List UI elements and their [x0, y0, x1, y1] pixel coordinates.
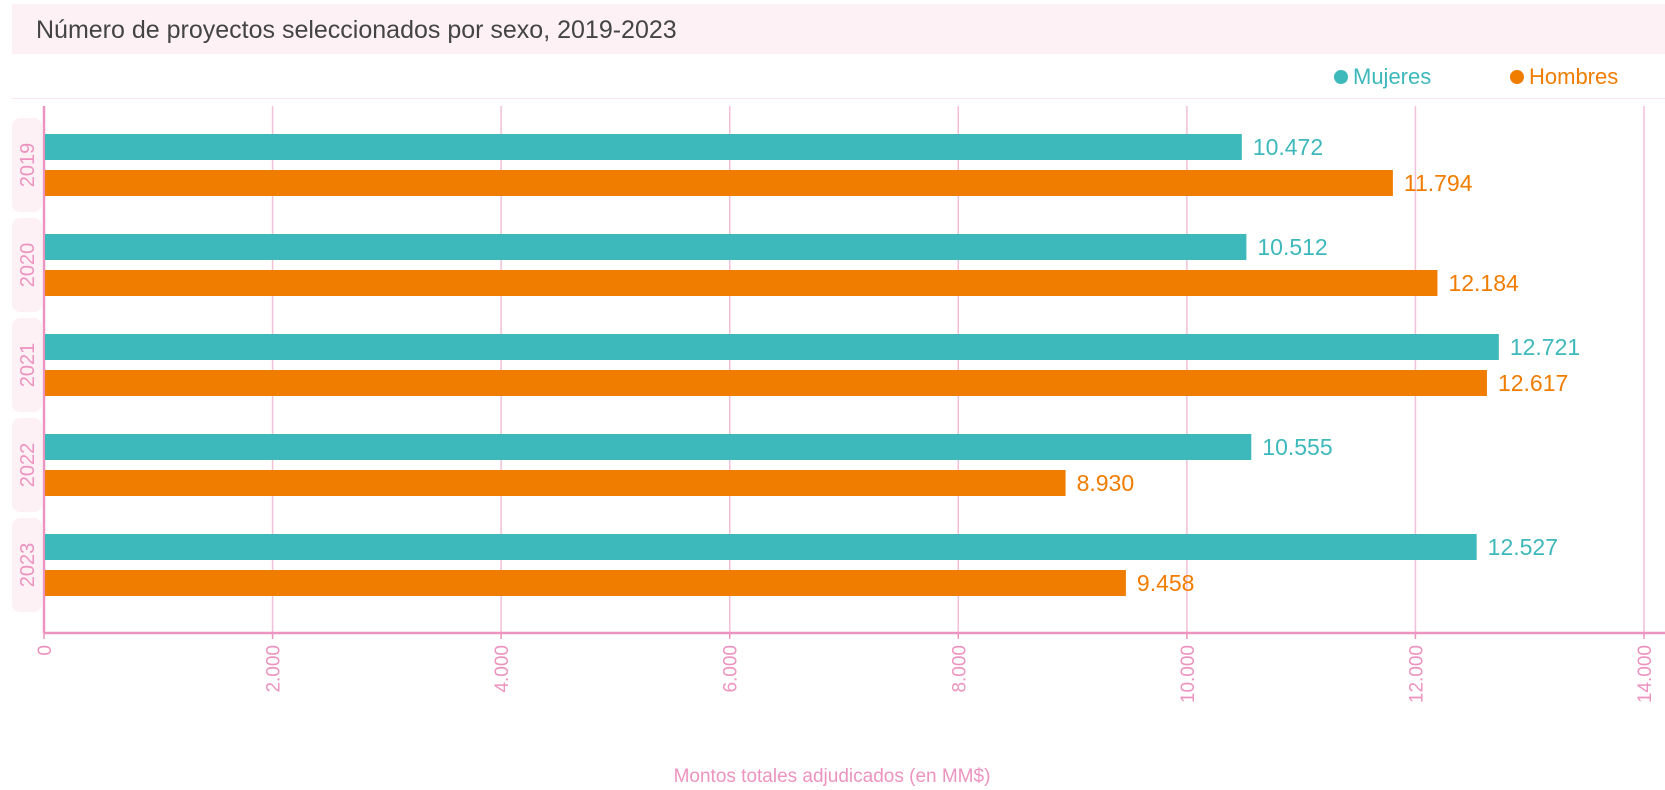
x-tick-label: 4.000: [492, 645, 513, 693]
x-tick-label: 6.000: [721, 645, 742, 693]
x-tick-label: 10.000: [1178, 645, 1199, 703]
x-axis-title: Montos totales adjudicados (en MM$): [674, 766, 991, 787]
category-label: 2023: [17, 543, 39, 588]
bar-mujeres-2023: [45, 534, 1477, 560]
x-tick-label: 0: [35, 645, 56, 656]
bar-hombres-2019: [45, 170, 1393, 196]
data-label: 12.721: [1510, 334, 1580, 360]
data-label: 10.472: [1253, 134, 1323, 160]
x-tick-label: 8.000: [949, 645, 970, 693]
legend-label-mujeres: Mujeres: [1353, 64, 1432, 89]
legend-swatch-mujeres: [1334, 70, 1348, 84]
category-band: [12, 218, 42, 312]
category-label: 2020: [17, 243, 39, 288]
bar-hombres-2020: [45, 270, 1438, 296]
legend-label-hombres: Hombres: [1529, 64, 1619, 89]
legend-item-hombres[interactable]: Hombres: [1510, 64, 1618, 90]
data-label: 12.617: [1498, 370, 1568, 396]
bar-mujeres-2021: [45, 334, 1499, 360]
bar-mujeres-2019: [45, 134, 1242, 160]
legend-item-mujeres[interactable]: Mujeres: [1334, 64, 1431, 90]
data-label: 10.512: [1257, 234, 1327, 260]
x-tick-label: 2.000: [264, 645, 285, 693]
x-tick-label: 14.000: [1635, 645, 1656, 703]
title-bar: Número de proyectos seleccionados por se…: [12, 4, 1665, 54]
category-band: [12, 118, 42, 212]
data-label: 12.184: [1448, 270, 1519, 296]
category-band: [12, 318, 42, 412]
data-label: 11.794: [1404, 170, 1473, 196]
bar-mujeres-2020: [45, 234, 1247, 260]
category-label: 2022: [17, 443, 39, 488]
legend-swatch-hombres: [1510, 70, 1524, 84]
data-label: 10.555: [1262, 434, 1332, 460]
data-label: 8.930: [1077, 470, 1135, 496]
bar-hombres-2022: [45, 470, 1066, 496]
category-band: [12, 518, 42, 612]
data-label: 9.458: [1137, 570, 1195, 596]
bar-hombres-2023: [45, 570, 1126, 596]
category-band: [12, 418, 42, 512]
bar-mujeres-2022: [45, 434, 1252, 460]
data-label: 12.527: [1488, 534, 1558, 560]
bar-hombres-2021: [45, 370, 1487, 396]
legend: Mujeres Hombres: [12, 56, 1665, 99]
category-label: 2021: [17, 343, 39, 388]
chart-title: Número de proyectos seleccionados por se…: [36, 16, 677, 44]
category-label: 2019: [17, 143, 39, 188]
x-tick-label: 12.000: [1406, 645, 1427, 703]
